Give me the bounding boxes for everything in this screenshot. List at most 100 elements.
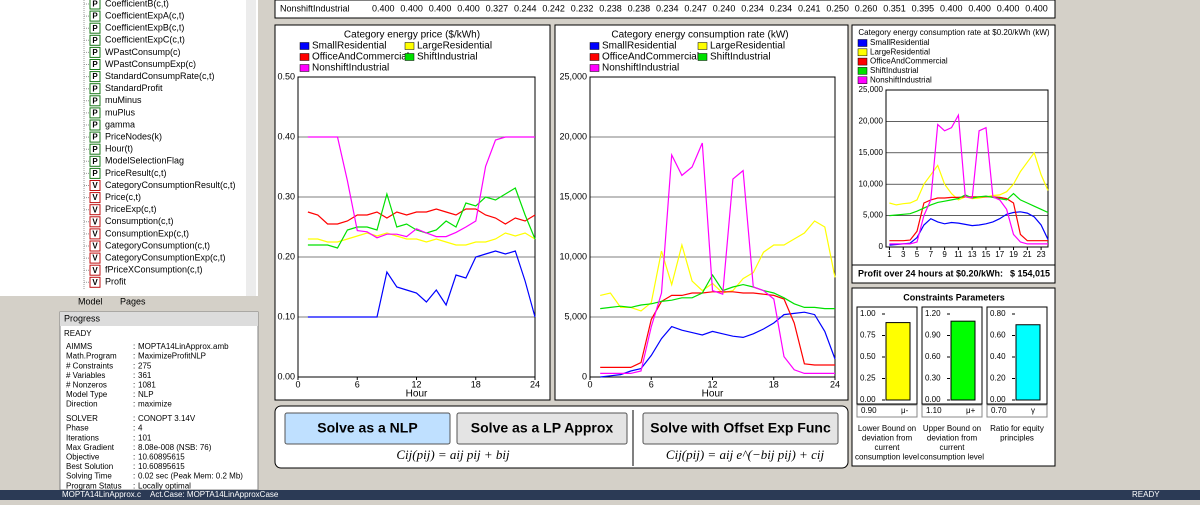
gauge-value: 0.90: [861, 406, 877, 415]
progress-sep: :: [133, 443, 135, 452]
cell: 0.260: [855, 3, 878, 13]
tab[interactable]: Pages: [120, 296, 146, 306]
tree-item[interactable]: StandardConsumpRate(c,t): [105, 71, 215, 81]
gauge-tick-label: 0.75: [860, 331, 876, 340]
y-tick-label: 20,000: [559, 131, 587, 141]
x-tick-label: 0: [587, 379, 592, 389]
cell: 0.400: [372, 3, 395, 13]
legend-swatch: [589, 42, 600, 50]
tree-icon-letter: P: [92, 157, 98, 166]
series-line: [600, 273, 835, 310]
gauge-input[interactable]: [986, 404, 1048, 418]
tree-icon: [89, 46, 101, 58]
chart-title: Category energy consumption rate at $0.2…: [858, 28, 1050, 37]
button[interactable]: [456, 412, 628, 445]
legend-swatch: [299, 64, 310, 72]
tree-icon-letter: V: [92, 217, 98, 226]
progress-value: CONOPT 3.14V: [138, 414, 196, 423]
button[interactable]: [642, 412, 839, 445]
y-tick-label: 0.20: [277, 251, 295, 261]
profit-box: [851, 264, 1056, 284]
tree-icon: [89, 107, 101, 119]
progress-state: READY: [64, 329, 92, 338]
x-tick-label: 17: [995, 250, 1004, 259]
tree-item[interactable]: StandardProfit: [105, 83, 163, 93]
gauge-input[interactable]: [856, 404, 918, 418]
gauge-input[interactable]: [921, 404, 983, 418]
tree-item[interactable]: WPastConsump(c): [105, 47, 181, 57]
progress-value: maximize: [138, 400, 172, 409]
tree-item[interactable]: CoefficientExpC(c,t): [105, 35, 185, 45]
gauge-name: μ-: [901, 406, 909, 415]
gauge-caption: principles: [1000, 434, 1034, 443]
tree-item[interactable]: Hour(t): [105, 144, 133, 154]
tree-item[interactable]: PriceExp(c,t): [105, 204, 157, 214]
x-tick-label: 6: [355, 379, 360, 389]
tree-icon: [89, 264, 101, 276]
cell: 0.250: [826, 3, 849, 13]
tree-icon: [89, 95, 101, 107]
tab[interactable]: Model: [78, 296, 103, 306]
gauge-tick-label: 0.30: [925, 374, 941, 383]
progress-key: Objective: [66, 453, 100, 462]
series-line: [889, 113, 1048, 245]
button[interactable]: [284, 412, 451, 445]
tree-item[interactable]: Profit: [105, 277, 127, 287]
tree-icon-letter: P: [92, 133, 98, 142]
x-tick-label: 13: [968, 250, 977, 259]
tree-item[interactable]: CategoryConsumptionResult(c,t): [105, 180, 236, 190]
tree-item[interactable]: WPastConsumpExp(c): [105, 59, 196, 69]
gauge-bar: [885, 322, 911, 401]
tree-item[interactable]: PriceNodes(k): [105, 131, 162, 141]
cell: 0.400: [997, 3, 1020, 13]
status-bar: [0, 490, 1200, 500]
tree-item[interactable]: ConsumptionExp(c,t): [105, 228, 189, 238]
tree-item[interactable]: Consumption(c,t): [105, 216, 174, 226]
tree-icon: [89, 71, 101, 83]
gauge-caption: current: [875, 443, 901, 452]
profit-value: $ 154,015: [1010, 268, 1050, 278]
y-tick-label: 25,000: [559, 71, 587, 81]
button-label[interactable]: Solve as a NLP: [317, 420, 417, 436]
tree-item[interactable]: ModelSelectionFlag: [105, 156, 184, 166]
tree-item[interactable]: CategoryConsumption(c,t): [105, 240, 210, 250]
tree-item[interactable]: gamma: [105, 119, 135, 129]
tree-item[interactable]: muMinus: [105, 95, 142, 105]
button-label[interactable]: Solve as a LP Approx: [471, 420, 614, 436]
tree-item[interactable]: fPriceXConsumption(c,t): [105, 265, 203, 275]
cell: 0.400: [457, 3, 480, 13]
tree-item[interactable]: muPlus: [105, 107, 136, 117]
x-tick-label: 5: [915, 250, 920, 259]
x-tick-label: 7: [929, 250, 934, 259]
legend-label: SmallResidential: [312, 41, 386, 52]
gauge-tick-label: 0.00: [860, 395, 876, 404]
progress-key: Phase: [66, 424, 89, 433]
progress-key: # Variables: [66, 371, 105, 380]
button-label[interactable]: Solve with Offset Exp Func: [650, 420, 831, 436]
cell: 0.400: [400, 3, 423, 13]
status-case: Act.Case: MOPTA14LinApproxCase: [150, 490, 279, 499]
legend-label: LargeResidential: [710, 41, 785, 52]
tree-item[interactable]: Price(c,t): [105, 192, 141, 202]
progress-key: Solving Time: [66, 472, 112, 481]
tree-item[interactable]: CoefficientB(c,t): [105, 0, 169, 8]
tree-icon: [89, 240, 101, 252]
series-line: [600, 142, 835, 374]
gauge-tick-label: 0.90: [925, 331, 941, 340]
tree-item[interactable]: PriceResult(c,t): [105, 168, 167, 178]
tree-item[interactable]: CategoryConsumptionExp(c,t): [105, 252, 226, 262]
progress-key: SOLVER: [66, 414, 98, 423]
tree-item[interactable]: CoefficientExpA(c,t): [105, 10, 184, 20]
tree-item[interactable]: CoefficientExpB(c,t): [105, 23, 184, 33]
y-tick-label: 0.50: [277, 71, 295, 81]
tree-icon-letter: V: [92, 242, 98, 251]
tree-icon: [89, 22, 101, 34]
legend-swatch: [857, 48, 868, 57]
y-tick-label: 0.30: [277, 191, 295, 201]
y-tick-label: 20,000: [859, 117, 884, 126]
legend-swatch: [404, 42, 415, 50]
tree-icon: [89, 252, 101, 264]
series-line: [307, 208, 536, 225]
progress-key: Program Status: [66, 481, 122, 490]
tree-icon: [89, 83, 101, 95]
